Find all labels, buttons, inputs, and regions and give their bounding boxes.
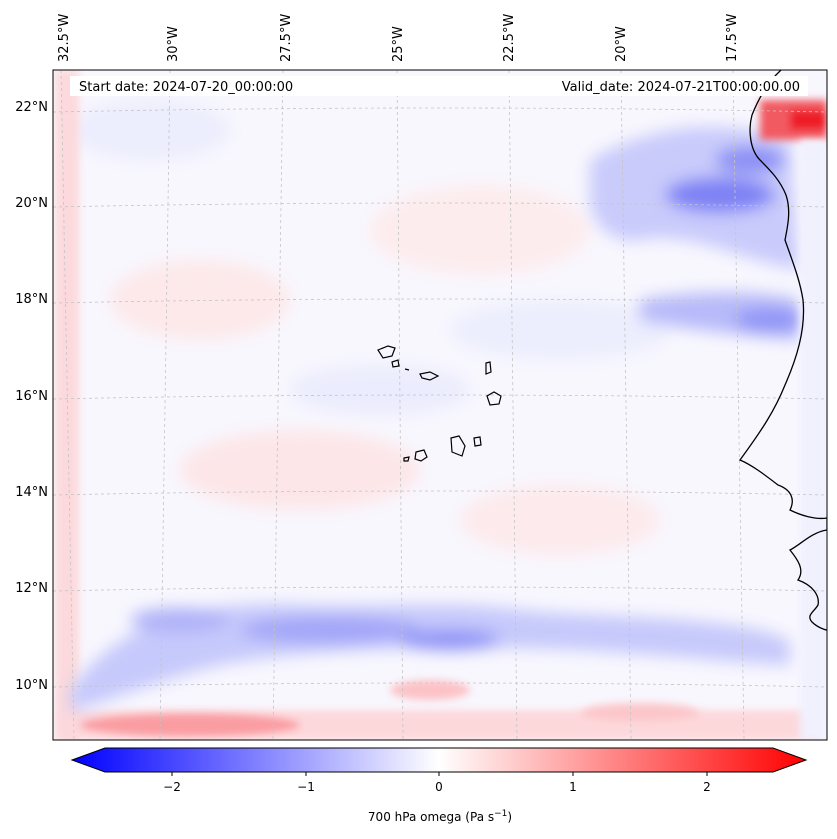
omega-field [53,70,827,740]
header-box [70,76,808,96]
lat-label: 20°N [15,196,48,211]
lat-label: 10°N [15,678,48,693]
map-frame [52,69,828,741]
colorbar-tick-label: 1 [569,780,577,794]
colorbar-tick-label: 2 [703,780,711,794]
colorbar-title-main: 700 hPa omega (Pa s [368,810,494,824]
start-date-label: Start date: 2024-07-20_00:00:00 [79,80,293,95]
graticule [53,70,827,740]
africa-coastline [738,70,827,631]
colorbar-title: 700 hPa omega (Pa s−1) [368,809,512,824]
lon-label: 22.5°W [502,14,517,62]
cape-verde-islands [377,345,502,462]
colorbar-title-sup: −1 [494,809,507,819]
lat-label: 22°N [15,100,48,115]
colorbar: −2 −1 0 1 2 700 hPa omega (Pa s−1) [70,747,808,824]
lat-label: 16°N [15,389,48,404]
colorbar-tick-label: −1 [297,780,315,794]
lon-label: 17.5°W [725,14,740,62]
lon-label: 32.5°W [57,14,72,62]
colorbar-title-end: ) [507,810,512,824]
lat-label: 14°N [15,485,48,500]
colorbar-body [70,747,808,773]
lon-label: 20°W [614,26,629,62]
longitude-labels: 32.5°W 30°W 27.5°W 25°W 22.5°W 20°W 17.5… [57,14,740,62]
valid-date-label: Valid_date: 2024-07-21T00:00:00.00 [562,80,800,95]
lat-label: 18°N [15,292,48,307]
lon-label: 25°W [391,26,406,62]
lat-label: 12°N [15,581,48,596]
colorbar-tick-label: 0 [435,780,443,794]
lon-label: 27.5°W [279,14,294,62]
colorbar-tick-label: −2 [163,780,181,794]
colorbar-ticks [171,772,708,776]
latitude-labels: 22°N 20°N 18°N 16°N 14°N 12°N 10°N [15,100,48,693]
lon-label: 30°W [166,26,181,62]
